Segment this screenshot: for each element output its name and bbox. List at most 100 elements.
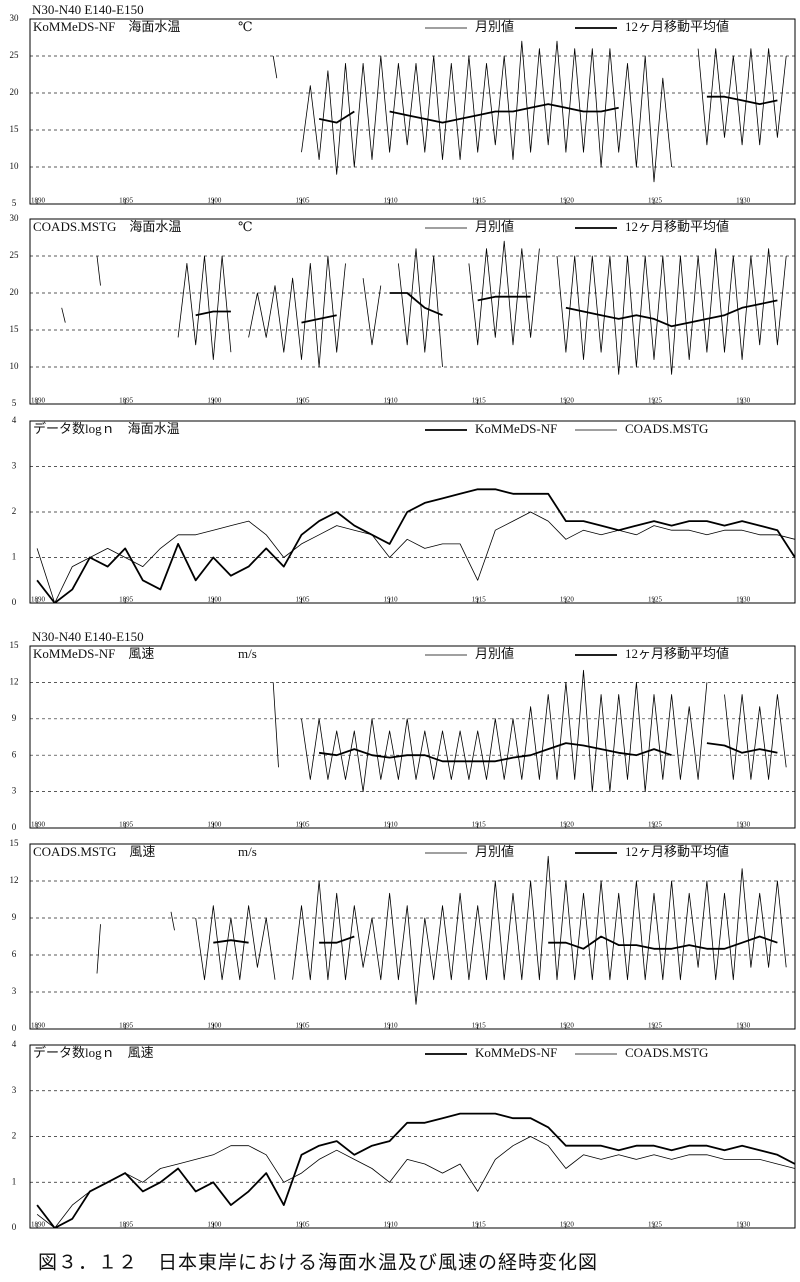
x-tick-label: 1905: [295, 596, 310, 604]
x-tick-label: 1890: [31, 821, 45, 829]
y-tick-label: 12: [10, 875, 19, 885]
x-tick-label: 1920: [560, 596, 575, 604]
y-tick-label: 3: [12, 986, 17, 996]
panel-title: COADS.MSTG 海面水温: [33, 219, 181, 234]
y-tick-label: 5: [12, 398, 17, 408]
x-tick-label: 1890: [31, 397, 45, 405]
plot-frame: [29, 218, 796, 405]
x-tick-label: 1895: [119, 1022, 133, 1030]
x-tick-label: 1905: [295, 197, 310, 205]
data-line: [36, 1136, 795, 1228]
plot-frame: [29, 843, 796, 1030]
y-tick-label: 5: [12, 198, 17, 208]
x-tick-label: 1915: [472, 1221, 487, 1229]
x-tick-label: 1910: [384, 821, 399, 829]
legend-label: 12ヶ月移動平均値: [625, 646, 729, 661]
x-tick-label: 1930: [736, 1221, 751, 1229]
y-tick-label: 9: [12, 912, 17, 922]
legend-label: 月別値: [475, 844, 514, 859]
x-tick-label: 1930: [736, 197, 751, 205]
x-tick-label: 1930: [736, 397, 751, 405]
panel: 5 10 15 20 25 30 1890 1895 1900 1905 1910 1915 1920 1…: [10, 213, 796, 408]
panel: 5 10 15 20 25 30 1890 1895 1900 1905 1910 1915 1920 1…: [10, 2, 796, 208]
x-tick-label: 1890: [31, 596, 45, 604]
region-header: N30-N40 E140-E150: [32, 2, 144, 17]
x-tick-label: 1915: [472, 596, 487, 604]
plot-frame: [29, 18, 796, 205]
legend-label: 12ヶ月移動平均値: [625, 844, 729, 859]
y-tick-label: 25: [10, 250, 20, 260]
x-tick-label: 1915: [472, 1022, 487, 1030]
x-tick-label: 1900: [207, 1022, 222, 1030]
legend-label: 月別値: [475, 219, 514, 234]
y-tick-label: 15: [10, 324, 20, 334]
panel: 0 3 6 9 12 15 1890 1895 1900 1905 1910 1915 1920 1925…: [10, 629, 796, 832]
y-tick-label: 15: [10, 838, 20, 848]
y-tick-label: 4: [12, 1039, 17, 1049]
y-tick-label: 4: [12, 415, 17, 425]
panel: 0 3 6 9 12 15 1890 1895 1900 1905 1910 1915 1920 1925…: [10, 838, 796, 1033]
x-tick-label: 1910: [384, 596, 399, 604]
y-tick-label: 0: [12, 822, 17, 832]
x-tick-label: 1925: [648, 397, 663, 405]
x-tick-label: 1915: [472, 397, 487, 405]
data-line: [36, 1112, 795, 1228]
unit-label: ℃: [238, 219, 253, 234]
data-line: [318, 742, 778, 763]
panel-title: データ数logｎ 海面水温: [33, 421, 180, 436]
y-tick-label: 1: [12, 1176, 17, 1186]
data-line: [213, 935, 778, 950]
x-tick-label: 1920: [560, 821, 575, 829]
y-tick-label: 9: [12, 713, 17, 723]
y-tick-label: 0: [12, 1222, 17, 1232]
unit-label: m/s: [238, 646, 257, 661]
y-tick-label: 10: [10, 361, 20, 371]
legend-label: 月別値: [475, 19, 514, 34]
x-tick-label: 1910: [384, 1221, 399, 1229]
data-line: [272, 40, 787, 183]
legend-label: COADS.MSTG: [625, 1045, 708, 1060]
y-tick-label: 25: [10, 50, 20, 60]
x-tick-label: 1925: [648, 1022, 663, 1030]
y-tick-label: 2: [12, 1131, 17, 1141]
x-tick-label: 1905: [295, 1221, 310, 1229]
unit-label: ℃: [238, 19, 253, 34]
panel-title: データ数logｎ 風速: [33, 1045, 154, 1060]
x-tick-label: 1905: [295, 1022, 310, 1030]
y-tick-label: 15: [10, 640, 20, 650]
x-tick-label: 1920: [560, 397, 575, 405]
x-tick-label: 1925: [648, 596, 663, 604]
x-tick-label: 1900: [207, 197, 222, 205]
legend-label: 12ヶ月移動平均値: [625, 219, 729, 234]
x-tick-label: 1930: [736, 596, 751, 604]
legend-label: KoMMeDS-NF: [475, 421, 557, 436]
x-tick-label: 1925: [648, 821, 663, 829]
legend-label: 12ヶ月移動平均値: [625, 19, 729, 34]
legend-label: COADS.MSTG: [625, 421, 708, 436]
data-line: [318, 95, 778, 124]
data-line: [195, 292, 778, 328]
x-tick-label: 1915: [472, 197, 487, 205]
x-tick-label: 1890: [31, 197, 45, 205]
panel-title: KoMMeDS-NF 海面水温: [33, 19, 180, 34]
x-tick-label: 1900: [207, 596, 222, 604]
y-tick-label: 6: [12, 749, 17, 759]
y-tick-label: 2: [12, 506, 17, 516]
data-line: [272, 669, 787, 792]
x-tick-label: 1920: [560, 1022, 575, 1030]
x-tick-label: 1895: [119, 397, 133, 405]
x-tick-label: 1930: [736, 1022, 751, 1030]
y-tick-label: 10: [10, 161, 20, 171]
data-line: [36, 511, 795, 603]
x-tick-label: 1930: [736, 821, 751, 829]
y-tick-label: 20: [10, 87, 20, 97]
plot-frame: [29, 420, 796, 604]
x-tick-label: 1925: [648, 197, 663, 205]
panel-title: KoMMeDS-NF 風速: [33, 646, 154, 661]
y-tick-label: 6: [12, 949, 17, 959]
y-tick-label: 3: [12, 461, 17, 471]
x-tick-label: 1895: [119, 197, 133, 205]
x-tick-label: 1925: [648, 1221, 663, 1229]
plot-frame: [29, 645, 796, 829]
x-tick-label: 1900: [207, 397, 222, 405]
